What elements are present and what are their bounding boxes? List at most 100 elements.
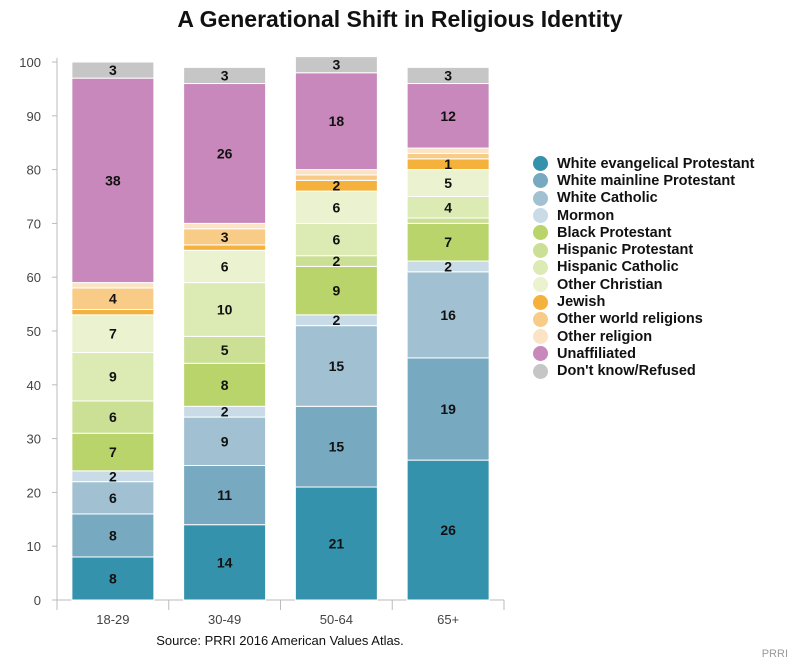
legend-label: Don't know/Refused bbox=[557, 363, 696, 380]
legend-label: Unaffiliated bbox=[557, 345, 636, 362]
data-label: 5 bbox=[444, 175, 452, 191]
legend-swatch-icon bbox=[533, 156, 548, 172]
data-label: 26 bbox=[217, 145, 233, 161]
data-label: 26 bbox=[440, 522, 456, 538]
data-label: 2 bbox=[109, 468, 117, 484]
data-label: 8 bbox=[109, 570, 117, 586]
bar-segment-65-hispanic-protestant bbox=[406, 217, 490, 224]
legend-swatch-icon bbox=[533, 190, 548, 206]
data-label: 18 bbox=[329, 113, 345, 129]
data-label: 7 bbox=[444, 234, 452, 250]
bar-segment-65-white-catholic bbox=[406, 271, 490, 359]
legend-item-hispanic-catholic: Hispanic Catholic bbox=[533, 259, 754, 276]
bar-segment-50-64-don-t-know-refused bbox=[294, 56, 378, 74]
bar-segment-50-64-white-mainline-protestant bbox=[294, 405, 378, 488]
bar-segment-18-29-other-christian bbox=[71, 314, 155, 354]
x-tick-label: 50-64 bbox=[320, 612, 353, 627]
legend-item-other-religion: Other religion bbox=[533, 328, 754, 345]
legend-swatch-icon bbox=[533, 346, 548, 362]
data-label: 12 bbox=[440, 108, 456, 124]
bar-segment-18-29-jewish bbox=[71, 308, 155, 316]
bar-segment-18-29-hispanic-catholic bbox=[71, 352, 155, 402]
data-label: 15 bbox=[329, 439, 345, 455]
data-label: 10 bbox=[217, 301, 233, 317]
legend-item-hispanic-protestant: Hispanic Protestant bbox=[533, 241, 754, 258]
legend-swatch-icon bbox=[533, 208, 548, 224]
data-label: 9 bbox=[332, 283, 340, 299]
legend-label: Hispanic Protestant bbox=[557, 242, 694, 259]
legend-swatch-icon bbox=[533, 225, 548, 241]
data-label: 9 bbox=[109, 369, 117, 385]
data-label: 2 bbox=[221, 404, 229, 420]
bar-segment-30-49-hispanic-catholic bbox=[183, 282, 267, 337]
data-label: 6 bbox=[109, 409, 117, 425]
y-tick-label: 20 bbox=[27, 485, 41, 500]
chart-data-labels: 8862769743831411928510632632115152926621… bbox=[105, 57, 456, 587]
data-label: 4 bbox=[109, 291, 117, 307]
legend-item-other-world-religions: Other world religions bbox=[533, 311, 754, 328]
legend-item-white-catholic: White Catholic bbox=[533, 190, 754, 207]
data-label: 16 bbox=[440, 307, 456, 323]
data-label: 14 bbox=[217, 554, 233, 570]
data-label: 3 bbox=[221, 67, 229, 83]
legend-label: Black Protestant bbox=[557, 224, 672, 241]
y-tick-label: 30 bbox=[27, 432, 41, 447]
data-label: 3 bbox=[221, 229, 229, 245]
legend-item-jewish: Jewish bbox=[533, 293, 754, 310]
bar-segment-18-29-black-protestant bbox=[71, 432, 155, 472]
data-label: 8 bbox=[221, 377, 229, 393]
bar-segment-50-64-other-religion bbox=[294, 169, 378, 176]
y-tick-label: 80 bbox=[27, 163, 41, 178]
data-label: 2 bbox=[444, 258, 452, 274]
data-label: 2 bbox=[332, 178, 340, 194]
chart-legend: White evangelical Protestant White mainli… bbox=[533, 155, 754, 380]
source-note: Source: PRRI 2016 American Values Atlas. bbox=[156, 633, 404, 648]
bar-segment-65-black-protestant bbox=[406, 222, 490, 262]
data-label: 3 bbox=[332, 57, 340, 73]
data-label: 6 bbox=[221, 258, 229, 274]
data-label: 2 bbox=[332, 312, 340, 328]
legend-item-other-christian: Other Christian bbox=[533, 276, 754, 293]
bar-segment-18-29-white-catholic bbox=[71, 481, 155, 515]
brand-mark: PRRI bbox=[761, 648, 788, 660]
chart-bars bbox=[71, 56, 490, 601]
x-tick-label: 65+ bbox=[437, 612, 459, 627]
data-label: 5 bbox=[221, 342, 229, 358]
data-label: 21 bbox=[329, 536, 345, 552]
data-label: 1 bbox=[444, 156, 452, 172]
legend-label: White Catholic bbox=[557, 190, 658, 207]
y-tick-label: 60 bbox=[27, 270, 41, 285]
legend-label: Other world religions bbox=[557, 311, 703, 328]
bar-segment-30-49-hispanic-protestant bbox=[183, 335, 267, 364]
legend-label: White evangelical Protestant bbox=[557, 155, 755, 172]
y-tick-label: 70 bbox=[27, 216, 41, 231]
bar-segment-18-29-white-evangelical-protestant bbox=[71, 556, 155, 601]
data-label: 3 bbox=[444, 67, 452, 83]
data-label: 11 bbox=[217, 487, 232, 503]
legend-swatch-icon bbox=[533, 277, 548, 293]
bar-segment-30-49-white-mainline-protestant bbox=[183, 465, 267, 526]
chart-title: A Generational Shift in Religious Identi… bbox=[177, 6, 623, 32]
legend-item-black-protestant: Black Protestant bbox=[533, 224, 754, 241]
data-label: 19 bbox=[440, 401, 456, 417]
bar-segment-65-white-evangelical-protestant bbox=[406, 459, 490, 601]
data-label: 7 bbox=[109, 326, 117, 342]
bar-segment-65-don-t-know-refused bbox=[406, 66, 490, 85]
bar-segment-65-other-religion bbox=[406, 147, 490, 154]
legend-label: Other religion bbox=[557, 328, 653, 345]
legend-item-mormon: Mormon bbox=[533, 207, 754, 224]
legend-label: Mormon bbox=[557, 207, 615, 224]
legend-swatch-icon bbox=[533, 329, 548, 345]
data-label: 7 bbox=[109, 444, 117, 460]
legend-swatch-icon bbox=[533, 259, 548, 275]
data-label: 8 bbox=[109, 527, 117, 543]
chart-axes: 0 10 20 30 40 50 60 70 80 90 100 18-29 30-49 50-64 65+ bbox=[19, 55, 505, 627]
bar-segment-18-29-don-t-know-refused bbox=[71, 61, 155, 79]
legend-label: Other Christian bbox=[557, 276, 663, 293]
bar-segment-50-64-other-christian bbox=[294, 190, 378, 224]
legend-swatch-icon bbox=[533, 311, 548, 327]
legend-label: Hispanic Catholic bbox=[557, 259, 679, 276]
bar-segment-30-49-don-t-know-refused bbox=[183, 66, 267, 85]
data-label: 2 bbox=[332, 253, 340, 269]
